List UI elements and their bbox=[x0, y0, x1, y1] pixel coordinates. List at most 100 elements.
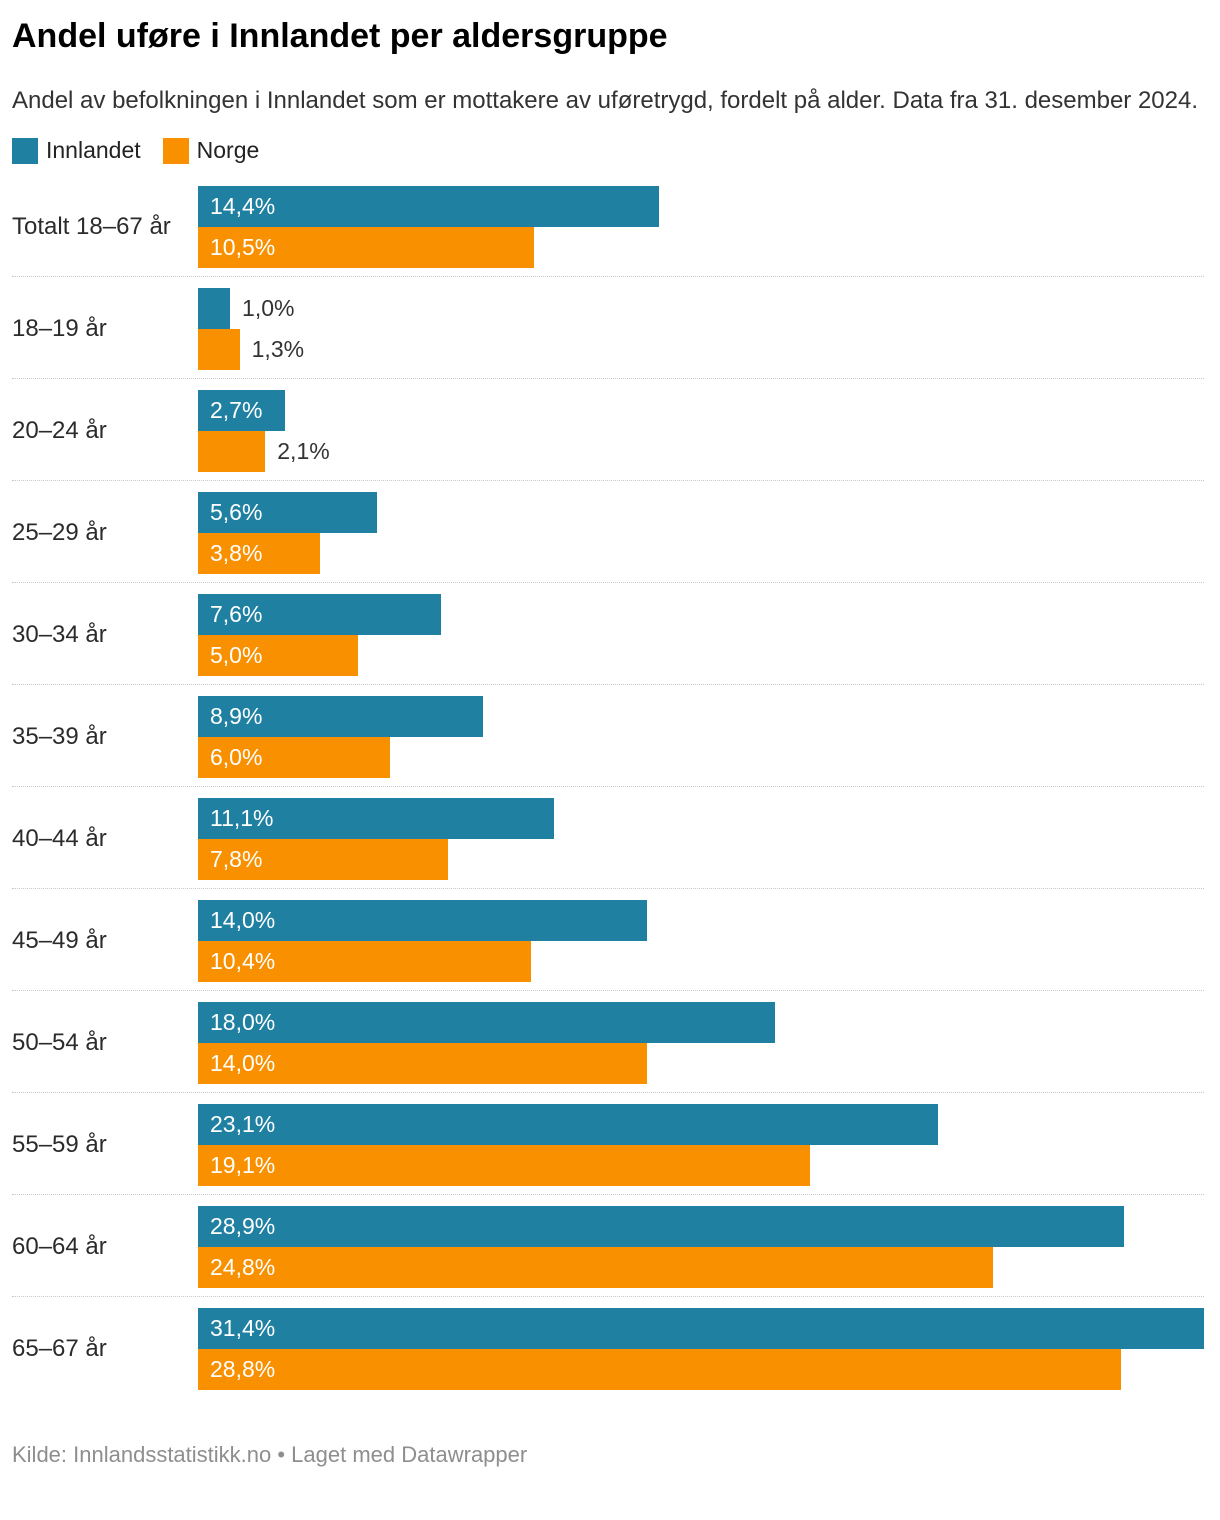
value-label: 2,1% bbox=[277, 438, 330, 464]
value-label: 10,4% bbox=[210, 948, 276, 974]
chart-row: 18–19 år 1,0% 1,3% bbox=[12, 277, 1204, 379]
bar-line: 5,6% bbox=[198, 492, 1204, 533]
bar-innlandet: 5,6% bbox=[198, 492, 378, 533]
chart-row: 40–44 år 11,1% 7,8% bbox=[12, 787, 1204, 889]
chart-row: 50–54 år 18,0% 14,0% bbox=[12, 991, 1204, 1093]
bar-innlandet: 28,9% bbox=[198, 1206, 1124, 1247]
bar-line: 1,3% bbox=[198, 329, 1204, 370]
value-label: 1,0% bbox=[242, 295, 295, 321]
legend-swatch-innlandet bbox=[12, 137, 38, 164]
bar-innlandet bbox=[198, 288, 231, 329]
bar-group: 7,6% 5,0% bbox=[198, 594, 1204, 676]
category-label: 65–67 år bbox=[12, 1335, 107, 1362]
bar-line: 31,4% bbox=[198, 1308, 1204, 1349]
bar-line: 2,7% bbox=[198, 390, 1204, 431]
bar-line: 18,0% bbox=[198, 1002, 1204, 1043]
value-label: 24,8% bbox=[210, 1254, 276, 1280]
bar-line: 28,8% bbox=[198, 1349, 1204, 1390]
bar-line: 3,8% bbox=[198, 533, 1204, 574]
category-label: 30–34 år bbox=[12, 621, 107, 648]
chart-row: 55–59 år 23,1% 19,1% bbox=[12, 1093, 1204, 1195]
bar-group: 23,1% 19,1% bbox=[198, 1104, 1204, 1186]
bar-group: 2,7% 2,1% bbox=[198, 390, 1204, 472]
value-label: 11,1% bbox=[210, 805, 274, 831]
legend-label-norge: Norge bbox=[196, 137, 260, 163]
category-label: 60–64 år bbox=[12, 1233, 107, 1260]
bar-norge: 19,1% bbox=[198, 1145, 810, 1186]
chart-row: 65–67 år 31,4% 28,8% bbox=[12, 1297, 1204, 1398]
bar-innlandet: 23,1% bbox=[198, 1104, 939, 1145]
value-label: 1,3% bbox=[251, 336, 305, 362]
value-label: 3,8% bbox=[210, 540, 263, 566]
bar-line: 5,0% bbox=[198, 635, 1204, 676]
value-label: 8,9% bbox=[210, 703, 263, 729]
legend: Innlandet Norge bbox=[12, 137, 1204, 164]
bar-norge: 24,8% bbox=[198, 1247, 993, 1288]
category-label: 40–44 år bbox=[12, 825, 107, 852]
value-label: 23,1% bbox=[210, 1111, 276, 1137]
bar-innlandet: 7,6% bbox=[198, 594, 442, 635]
bar-line: 24,8% bbox=[198, 1247, 1204, 1288]
value-label: 7,6% bbox=[210, 601, 263, 627]
bar-innlandet: 2,7% bbox=[198, 390, 285, 431]
bar-norge: 5,0% bbox=[198, 635, 359, 676]
bar-group: 31,4% 28,8% bbox=[198, 1308, 1204, 1390]
bar-norge bbox=[198, 329, 240, 370]
chart-subtitle: Andel av befolkningen i Innlandet som er… bbox=[12, 87, 1199, 114]
bar-group: 8,9% 6,0% bbox=[198, 696, 1204, 778]
bar-group: 28,9% 24,8% bbox=[198, 1206, 1204, 1288]
value-label: 18,0% bbox=[210, 1009, 276, 1035]
bar-norge: 3,8% bbox=[198, 533, 320, 574]
bar-line: 7,8% bbox=[198, 839, 1204, 880]
category-label: 50–54 år bbox=[12, 1029, 107, 1056]
chart-row: 60–64 år 28,9% 24,8% bbox=[12, 1195, 1204, 1297]
legend-item-norge: Norge bbox=[162, 137, 260, 164]
legend-swatch-norge bbox=[162, 137, 189, 164]
bar-norge: 28,8% bbox=[198, 1349, 1121, 1390]
bar-norge: 10,4% bbox=[198, 941, 532, 982]
bar-group: 11,1% 7,8% bbox=[198, 798, 1204, 880]
category-label: Totalt 18–67 år bbox=[12, 213, 171, 240]
value-label: 14,0% bbox=[210, 907, 276, 933]
bar-line: 7,6% bbox=[198, 594, 1204, 635]
bar-norge: 6,0% bbox=[198, 737, 391, 778]
bar-line: 28,9% bbox=[198, 1206, 1204, 1247]
bar-innlandet: 11,1% bbox=[198, 798, 554, 839]
chart-row: 30–34 år 7,6% 5,0% bbox=[12, 583, 1204, 685]
legend-item-innlandet: Innlandet bbox=[12, 137, 141, 164]
value-label: 2,7% bbox=[210, 397, 263, 423]
bar-innlandet: 14,4% bbox=[198, 186, 660, 227]
bar-group: 14,0% 10,4% bbox=[198, 900, 1204, 982]
bar-innlandet: 18,0% bbox=[198, 1002, 775, 1043]
bar-line: 10,4% bbox=[198, 941, 1204, 982]
value-label: 5,0% bbox=[210, 642, 263, 668]
bar-line: 8,9% bbox=[198, 696, 1204, 737]
value-label: 28,9% bbox=[210, 1213, 276, 1239]
bar-line: 6,0% bbox=[198, 737, 1204, 778]
bar-line: 1,0% bbox=[198, 288, 1204, 329]
value-label: 31,4% bbox=[210, 1315, 276, 1341]
bar-line: 23,1% bbox=[198, 1104, 1204, 1145]
chart-row: Totalt 18–67 år 14,4% 10,5% bbox=[12, 175, 1204, 277]
value-label: 7,8% bbox=[210, 846, 263, 872]
value-label: 6,0% bbox=[210, 744, 263, 770]
chart-row: 35–39 år 8,9% 6,0% bbox=[12, 685, 1204, 787]
category-label: 25–29 år bbox=[12, 519, 107, 546]
bar-group: 1,0% 1,3% bbox=[198, 288, 1204, 370]
page-title: Andel uføre i Innlandet per aldersgruppe bbox=[12, 17, 668, 55]
category-label: 18–19 år bbox=[12, 315, 107, 342]
bar-group: 18,0% 14,0% bbox=[198, 1002, 1204, 1084]
bar-line: 11,1% bbox=[198, 798, 1204, 839]
value-label: 14,0% bbox=[210, 1050, 276, 1076]
category-label: 45–49 år bbox=[12, 927, 107, 954]
bar-norge: 7,8% bbox=[198, 839, 448, 880]
bar-line: 14,4% bbox=[198, 186, 1204, 227]
legend-label-innlandet: Innlandet bbox=[46, 137, 141, 163]
bar-line: 14,0% bbox=[198, 1043, 1204, 1084]
bar-group: 5,6% 3,8% bbox=[198, 492, 1204, 574]
value-label: 14,4% bbox=[210, 193, 276, 219]
chart-rows: Totalt 18–67 år 14,4% 10,5% 18–19 år 1,0% 1,3… bbox=[12, 175, 1204, 1398]
bar-line: 14,0% bbox=[198, 900, 1204, 941]
bar-norge bbox=[198, 431, 266, 472]
value-label: 28,8% bbox=[210, 1356, 276, 1382]
